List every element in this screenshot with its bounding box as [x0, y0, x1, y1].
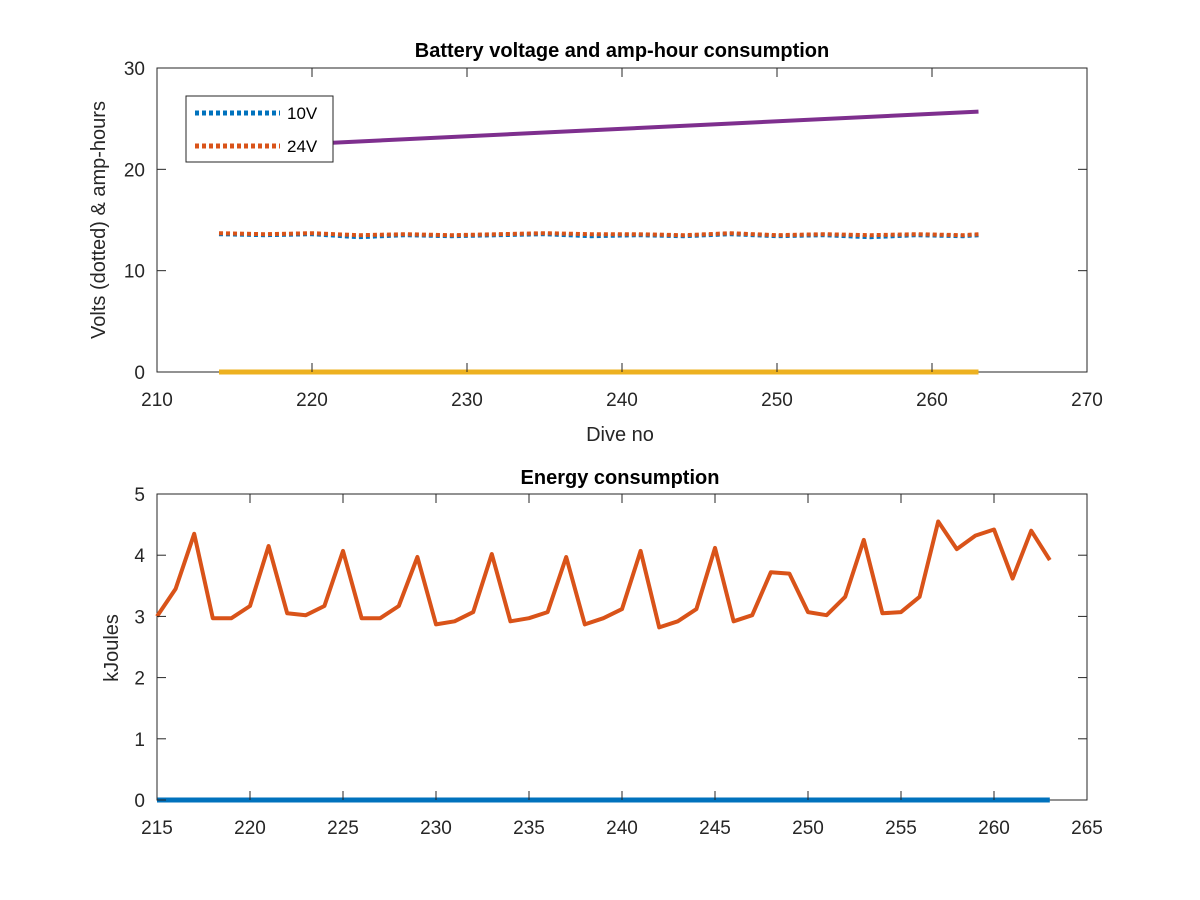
energy-consumption-subplot: 215 220 225 230 235 240 245 250 255 260 265012345 … — [101, 467, 1103, 839]
bottom-x-tick-label: 215 — [141, 818, 173, 839]
y-axis-label-bottom: kJoules — [101, 614, 123, 682]
top-y-tick-label: 20 — [124, 160, 145, 181]
bottom-x-tick-label: 230 — [420, 818, 452, 839]
bottom-x-tick-label: 265 — [1071, 818, 1103, 839]
top-series-line-2 — [327, 109, 979, 145]
legend: 10V 24V — [185, 95, 334, 163]
series-group-top — [218, 109, 979, 375]
top-x-tick-label: 260 — [916, 390, 948, 411]
top-series-line-24v — [218, 231, 979, 238]
bottom-y-tick-label: 0 — [134, 791, 145, 812]
ticks-group-top: 210 220 230 240 250 260 270 0 10 20 30 — [124, 59, 1103, 411]
plot-title-bottom: Energy consumption — [521, 467, 720, 489]
bottom-x-tick-label: 245 — [699, 818, 731, 839]
top-x-tick-label: 250 — [761, 390, 793, 411]
ticks-group-bottom: 215 220 225 230 235 240 245 250 255 260 265 0 1 2 3 4 5 — [134, 485, 1102, 839]
bottom-x-tick-label: 220 — [234, 818, 266, 839]
legend-label-10v: 10V — [287, 104, 318, 123]
top-x-tick-label: 210 — [141, 390, 173, 411]
plot-area-bottom — [156, 493, 1088, 801]
legend-label-24v: 24V — [287, 137, 318, 156]
bottom-x-tick-label: 225 — [327, 818, 359, 839]
y-axis-label-top: Volts (dotted) & amp-hours — [88, 101, 110, 339]
bottom-x-tick-label: 250 — [792, 818, 824, 839]
bottom-x-tick-label: 240 — [606, 818, 638, 839]
bottom-y-tick-label: 1 — [134, 730, 145, 751]
plot-title-top: Battery voltage and amp-hour consumption — [415, 40, 829, 62]
top-y-tick-label: 10 — [124, 262, 145, 283]
battery-voltage-subplot: 210 220 230 240 250 260 270 0 10 20 30 Battery vol… — [88, 40, 1103, 446]
top-x-tick-label: 220 — [296, 390, 328, 411]
bottom-y-tick-label: 5 — [134, 485, 145, 506]
bottom-y-tick-label: 2 — [134, 669, 145, 690]
top-x-tick-label: 230 — [451, 390, 483, 411]
bottom-x-tick-label: 235 — [513, 818, 545, 839]
bottom-y-tick-label: 3 — [134, 607, 145, 628]
top-x-tick-label: 240 — [606, 390, 638, 411]
top-y-tick-label: 30 — [124, 59, 145, 80]
bottom-x-tick-label: 255 — [885, 818, 917, 839]
bottom-series-line-0 — [155, 519, 1052, 630]
bottom-y-tick-label: 4 — [134, 546, 145, 567]
top-y-tick-label: 0 — [134, 363, 145, 384]
legend-box — [185, 95, 334, 163]
top-x-tick-label: 270 — [1071, 390, 1103, 411]
x-axis-label-top: Dive no — [586, 424, 654, 446]
bottom-x-tick-label: 260 — [978, 818, 1010, 839]
